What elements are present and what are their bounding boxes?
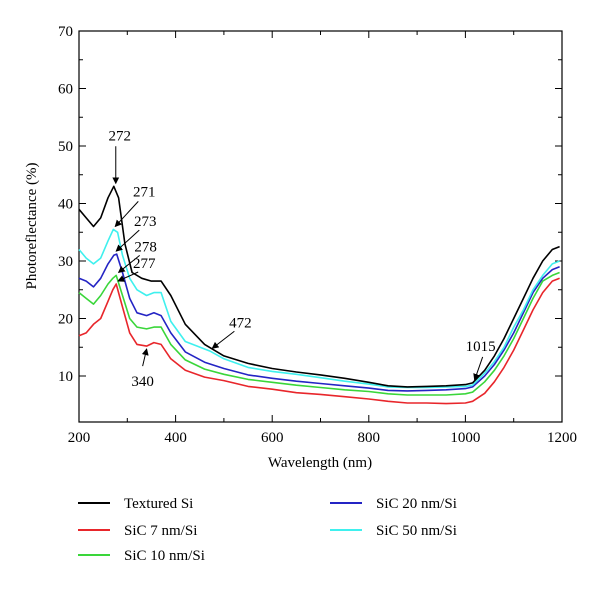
y-tick-label: 30 [58,254,73,270]
legend-label: SiC 7 nm/Si [124,523,197,539]
annotation-label: 272 [109,128,132,144]
annotation-label: 340 [131,374,154,390]
y-tick-label: 40 [58,197,73,213]
y-axis-title: Photoreflectance (%) [24,162,40,289]
series-line-sic-7-nm-si [78,277,560,405]
x-tick-label: 600 [261,430,284,446]
y-tick-label: 50 [58,139,73,155]
annotation-arrow [117,254,140,274]
y-tick-label: 70 [58,24,73,40]
annotation-arrow [141,348,149,367]
legend-label: Textured Si [124,496,193,512]
x-tick-label: 400 [164,430,187,446]
annotation-label: 277 [133,256,156,272]
x-tick-label: 1200 [547,430,577,446]
x-axis-title: Wavelength (nm) [268,455,372,471]
x-tick-label: 1000 [450,430,480,446]
y-tick-label: 60 [58,82,73,98]
annotation-arrow [473,356,484,381]
legend-label: SiC 20 nm/Si [376,496,457,512]
annotation-arrow [211,330,235,349]
annotation-label: 273 [134,214,157,230]
plot-area: 200 400 600 800 1000 1200 10 20 30 40 50 60 70 [58,24,577,446]
series-line-sic-20-nm-si [78,253,560,392]
y-tick-label: 20 [58,312,73,328]
annotation-arrow [114,201,139,228]
legend: Textured Si SiC 7 nm/Si SiC 10 nm/Si SiC 20… [78,496,457,564]
annotation-label: 278 [134,239,157,255]
legend-label: SiC 10 nm/Si [124,548,205,564]
annotation-arrow [117,271,139,282]
annotation-arrow [115,229,140,252]
legend-label: SiC 50 nm/Si [376,523,457,539]
x-tick-label: 800 [358,430,381,446]
annotation-label: 472 [229,315,252,331]
annotation-label: 1015 [466,339,496,355]
series-line-sic-50-nm-si [78,228,560,389]
series-line-sic-10-nm-si [78,271,560,396]
y-tick-label: 10 [58,369,73,385]
series-line-textured-si [78,185,560,388]
annotation-label: 271 [133,184,156,200]
x-tick-label: 200 [68,430,91,446]
